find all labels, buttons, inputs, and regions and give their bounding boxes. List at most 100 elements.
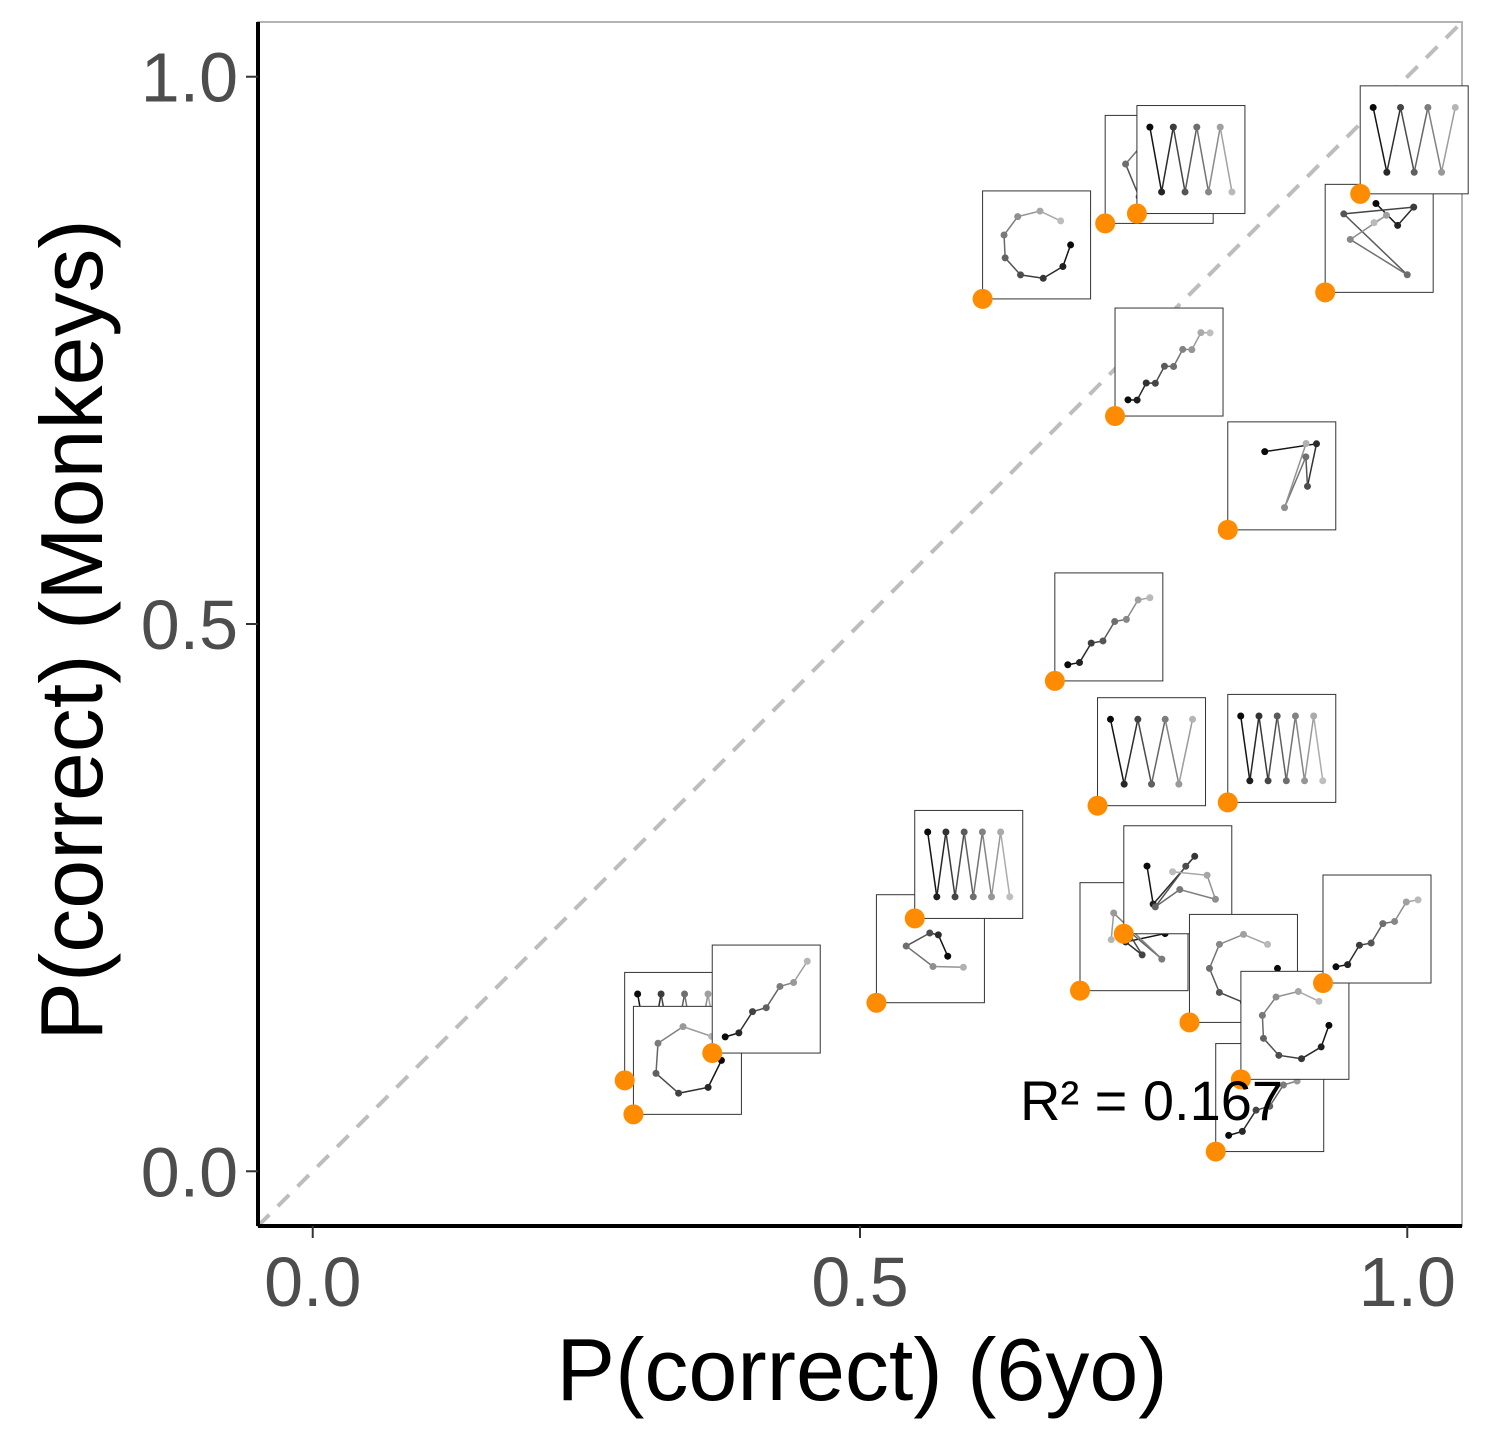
thumbnail-dot xyxy=(1057,217,1065,225)
thumbnail-segment xyxy=(1150,719,1166,785)
data-point xyxy=(866,992,887,1013)
thumbnail-dot xyxy=(762,1004,770,1012)
thumbnail-segment xyxy=(936,831,947,897)
thumbnail-segment xyxy=(1160,127,1175,193)
thumbnail-segment xyxy=(1386,107,1402,173)
thumbnail-segment xyxy=(1110,912,1115,940)
thumbnail-segment xyxy=(945,831,956,897)
data-point xyxy=(1105,406,1126,427)
thumbnail-dot xyxy=(1120,780,1128,788)
thumbnail-segment xyxy=(999,831,1011,897)
annotation-r-squared: R² = 0.167 xyxy=(1020,1069,1283,1132)
thumbnail-dot xyxy=(929,962,937,970)
thumbnail-dot xyxy=(1110,909,1118,917)
thumbnail-segment xyxy=(1249,715,1260,781)
data-point xyxy=(1350,183,1371,204)
thumbnail-segment xyxy=(1262,1037,1280,1056)
thumbnail-dot xyxy=(704,990,712,998)
data-point xyxy=(1217,792,1238,813)
sequence-pattern-thumbnail xyxy=(982,190,1092,300)
thumbnail-dot xyxy=(1346,235,1354,243)
thumbnail-dot xyxy=(944,952,952,960)
thumbnail-segment xyxy=(1196,127,1210,193)
thumbnail-dot xyxy=(1414,896,1422,904)
thumbnail-segment xyxy=(1275,990,1299,998)
thumbnail-segment xyxy=(1261,1015,1265,1039)
thumbnail-segment xyxy=(1243,933,1268,946)
thumbnail-dot xyxy=(1340,210,1348,218)
thumbnail-dot xyxy=(1291,712,1299,720)
thumbnail-segment xyxy=(1137,719,1153,785)
thumbnail-segment xyxy=(981,831,993,897)
thumbnail-dot xyxy=(1367,939,1375,947)
thumbnail-dot xyxy=(1189,715,1197,723)
thumbnail-segment xyxy=(1397,206,1415,226)
thumbnail-dot xyxy=(988,893,996,901)
thumbnail-dot xyxy=(1006,893,1014,901)
thumbnail-segment xyxy=(738,1011,754,1034)
thumbnail-frame xyxy=(1097,697,1207,807)
thumbnail-dot xyxy=(1076,659,1084,667)
sequence-pattern-thumbnail xyxy=(1054,572,1164,682)
thumbnail-dot xyxy=(1397,103,1405,111)
thumbnail-dot xyxy=(1261,448,1269,456)
thumbnail-dot xyxy=(1205,964,1213,972)
thumbnail-dot xyxy=(1264,940,1272,948)
thumbnail-segment xyxy=(1312,715,1324,781)
thumbnail-dot xyxy=(1179,345,1187,353)
thumbnail-dot xyxy=(1106,715,1114,723)
thumbnail-segment xyxy=(1207,127,1221,193)
sequence-pattern-thumbnail xyxy=(711,944,821,1054)
y-tick-label: 0.0 xyxy=(141,1133,238,1211)
thumbnail-dot xyxy=(1146,123,1154,131)
thumbnail-dot xyxy=(1402,898,1410,906)
thumbnail-dot xyxy=(1228,188,1236,196)
thumbnail-dot xyxy=(960,828,968,836)
thumbnail-dot xyxy=(1014,213,1022,221)
thumbnail-dot xyxy=(735,1029,743,1037)
thumbnail-dot xyxy=(1182,862,1190,870)
thumbnail-dot xyxy=(803,957,811,965)
y-axis-title: P(correct) (Monkeys) xyxy=(22,219,121,1040)
thumbnail-segment xyxy=(792,960,808,983)
thumbnail-segment xyxy=(1146,865,1154,905)
thumbnail-segment xyxy=(1393,901,1407,922)
data-point xyxy=(1070,980,1091,1001)
data-point xyxy=(1087,795,1108,816)
thumbnail-segment xyxy=(682,1025,712,1038)
thumbnail-dot xyxy=(1255,712,1263,720)
thumbnail-dot xyxy=(1370,219,1378,227)
data-point xyxy=(1126,203,1147,224)
thumbnail-dot xyxy=(1111,618,1119,626)
thumbnail-segment xyxy=(1343,213,1408,276)
thumbnail-dot xyxy=(1451,103,1459,111)
thumbnail-dot xyxy=(1138,951,1146,959)
thumbnail-dot xyxy=(1122,160,1130,168)
y-tick-label: 1.0 xyxy=(141,39,238,117)
thumbnail-dot xyxy=(1273,712,1281,720)
thumbnail-dot xyxy=(1036,207,1044,215)
thumbnail-dot xyxy=(1193,123,1201,131)
thumbnail-dot xyxy=(1317,1043,1325,1051)
thumbnail-dot xyxy=(1319,777,1327,785)
thumbnail-dot xyxy=(1294,987,1302,995)
thumbnail-dot xyxy=(721,1033,729,1041)
thumbnail-frame xyxy=(1359,85,1469,195)
thumbnail-dot xyxy=(1259,1034,1267,1042)
thumbnail-dot xyxy=(1124,396,1132,404)
thumbnail-dot xyxy=(1372,200,1380,208)
thumbnail-dot xyxy=(1205,188,1213,196)
thumbnail-dot xyxy=(1302,440,1310,448)
thumbnail-dot xyxy=(1438,168,1446,176)
thumbnail-dot xyxy=(1143,862,1151,870)
thumbnail-dot xyxy=(1148,780,1156,788)
thumbnail-dot xyxy=(776,982,784,990)
thumbnail-dot xyxy=(1313,440,1321,448)
thumbnail-dot xyxy=(1151,379,1159,387)
thumbnail-segment xyxy=(1440,107,1456,173)
sequence-pattern-thumbnail xyxy=(1136,105,1246,215)
thumbnail-dot xyxy=(1017,271,1025,279)
thumbnail-segment xyxy=(1239,715,1251,781)
sequence-pattern-thumbnail xyxy=(632,1005,742,1115)
thumbnail-dot xyxy=(978,828,986,836)
